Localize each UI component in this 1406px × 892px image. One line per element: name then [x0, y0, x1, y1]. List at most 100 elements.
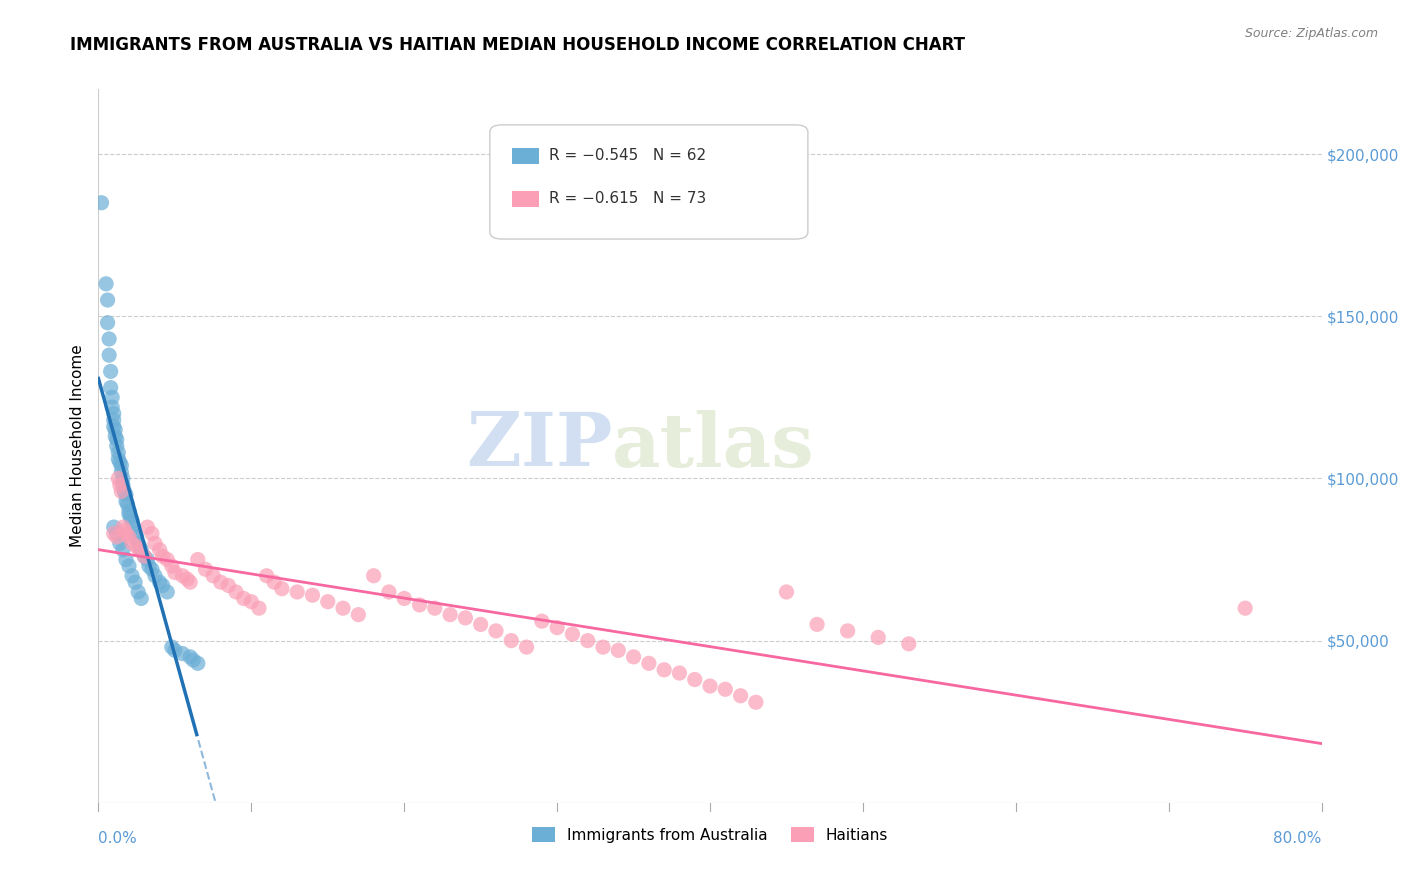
Point — [125, 530, 148, 544]
Point — [104, 423, 127, 437]
Point — [134, 549, 156, 564]
Point — [97, 316, 120, 330]
Point — [100, 364, 122, 378]
Point — [103, 407, 125, 421]
Point — [121, 568, 143, 582]
Point — [110, 484, 132, 499]
Point — [104, 429, 127, 443]
Point — [485, 624, 508, 638]
Point — [209, 575, 232, 590]
Point — [127, 536, 149, 550]
Point — [111, 520, 134, 534]
Point — [129, 591, 152, 606]
Point — [160, 559, 183, 574]
Point — [683, 673, 706, 687]
Point — [561, 627, 583, 641]
Point — [136, 520, 159, 534]
Point — [530, 614, 553, 628]
Point — [127, 585, 149, 599]
Point — [668, 666, 690, 681]
Point — [117, 497, 139, 511]
Point — [118, 504, 141, 518]
Point — [103, 520, 125, 534]
Text: R = −0.545   N = 62: R = −0.545 N = 62 — [548, 148, 706, 163]
Point — [225, 585, 247, 599]
Point — [607, 643, 630, 657]
Point — [316, 595, 339, 609]
Point — [121, 536, 143, 550]
Point — [143, 536, 166, 550]
Point — [98, 332, 121, 346]
Point — [163, 566, 186, 580]
Point — [163, 643, 186, 657]
Point — [128, 542, 150, 557]
Text: IMMIGRANTS FROM AUSTRALIA VS HAITIAN MEDIAN HOUSEHOLD INCOME CORRELATION CHART: IMMIGRANTS FROM AUSTRALIA VS HAITIAN MED… — [70, 36, 966, 54]
Point — [101, 390, 124, 404]
Point — [179, 575, 201, 590]
Point — [285, 585, 308, 599]
Point — [134, 549, 156, 564]
Y-axis label: Median Household Income: Median Household Income — [69, 344, 84, 548]
FancyBboxPatch shape — [512, 191, 538, 207]
Point — [124, 526, 146, 541]
Point — [439, 607, 461, 622]
Point — [128, 540, 150, 554]
Point — [202, 568, 225, 582]
Point — [187, 552, 209, 566]
Point — [172, 647, 194, 661]
Point — [868, 631, 890, 645]
Point — [181, 653, 204, 667]
Point — [138, 559, 160, 574]
Point — [112, 484, 135, 499]
Point — [576, 633, 599, 648]
Point — [256, 568, 278, 582]
Point — [454, 611, 477, 625]
Text: Source: ZipAtlas.com: Source: ZipAtlas.com — [1244, 27, 1378, 40]
Point — [107, 452, 129, 467]
Point — [97, 293, 120, 307]
Point — [103, 526, 125, 541]
Point — [247, 601, 270, 615]
Legend: Immigrants from Australia, Haitians: Immigrants from Australia, Haitians — [526, 821, 894, 848]
FancyBboxPatch shape — [512, 148, 538, 164]
Point — [90, 195, 112, 210]
Point — [714, 682, 737, 697]
Point — [363, 568, 385, 582]
Point — [105, 530, 128, 544]
Point — [775, 585, 797, 599]
Text: atlas: atlas — [612, 409, 815, 483]
Point — [105, 526, 128, 541]
Point — [101, 400, 124, 414]
Point — [141, 562, 163, 576]
Point — [378, 585, 401, 599]
Point — [125, 540, 148, 554]
Point — [111, 478, 134, 492]
Point — [110, 465, 132, 479]
Point — [392, 591, 416, 606]
Text: R = −0.615   N = 73: R = −0.615 N = 73 — [548, 191, 706, 206]
Point — [107, 445, 129, 459]
Point — [122, 520, 145, 534]
Point — [160, 640, 183, 654]
Point — [111, 471, 134, 485]
Point — [100, 381, 122, 395]
Point — [105, 433, 128, 447]
Point — [240, 595, 263, 609]
Point — [652, 663, 675, 677]
Point — [129, 542, 152, 557]
Point — [118, 530, 141, 544]
Point — [136, 552, 159, 566]
Point — [837, 624, 859, 638]
Point — [156, 585, 179, 599]
Point — [623, 649, 645, 664]
Point — [98, 348, 121, 362]
Point — [115, 526, 138, 541]
Point — [103, 419, 125, 434]
Point — [263, 575, 285, 590]
Point — [149, 575, 172, 590]
Point — [149, 542, 172, 557]
Text: 0.0%: 0.0% — [98, 831, 138, 847]
Point — [347, 607, 370, 622]
Point — [179, 649, 201, 664]
Point — [94, 277, 117, 291]
